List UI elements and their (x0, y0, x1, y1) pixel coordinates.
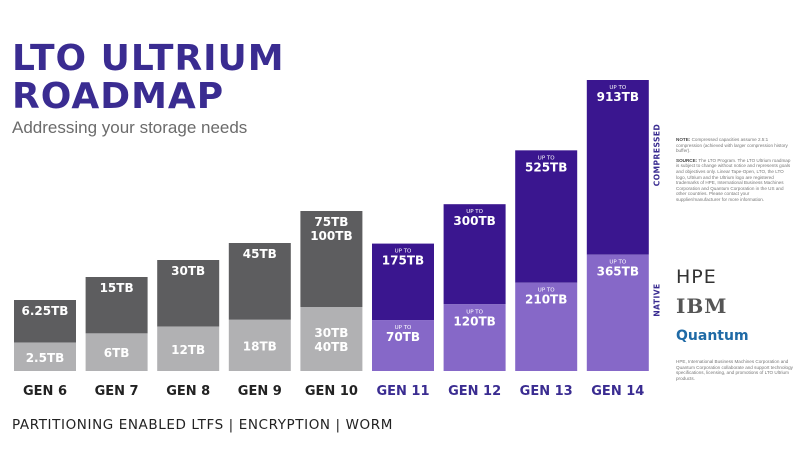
native-prefix-label: UP TO (609, 260, 626, 266)
features-footer: PARTITIONING ENABLED LTFS | ENCRYPTION |… (12, 417, 393, 433)
notes-panel: NOTE: Compressed capacities assume 2.5:1… (676, 137, 794, 207)
compressed-value-label: 100TB (310, 229, 352, 243)
generation-label: GEN 9 (238, 384, 282, 399)
generation-label: GEN 11 (376, 384, 429, 399)
title-line-2: ROADMAP (12, 76, 225, 117)
compressed-value-label: 175TB (382, 254, 424, 268)
native-value-label: 40TB (314, 340, 348, 354)
bar-compressed-7 (443, 204, 506, 305)
bar-native-6 (372, 320, 434, 371)
generation-label: GEN 7 (95, 384, 139, 399)
native-value-label: 120TB (453, 314, 495, 328)
generation-label: GEN 10 (305, 384, 358, 399)
compressed-value-label: 15TB (100, 281, 134, 295)
bar-native-2 (85, 333, 148, 371)
bar-native-4 (228, 319, 291, 371)
compressed-value-label: 300TB (453, 214, 495, 228)
source-text: The LTO Program. The LTO Ultrium roadmap… (676, 157, 791, 202)
bar-native-7 (443, 304, 506, 371)
bar-compressed-8 (515, 150, 578, 283)
native-value-label: 2.5TB (26, 351, 65, 365)
native-value-label: 6TB (104, 346, 130, 360)
axis-label-compressed: COMPRESSED (652, 123, 662, 187)
bar-compressed-3 (157, 260, 220, 327)
native-prefix-label: UP TO (395, 325, 412, 331)
generation-label: GEN 8 (166, 384, 210, 399)
generation-label: GEN 6 (23, 384, 67, 399)
bar-compressed-6 (372, 243, 434, 321)
compressed-prefix-label: UP TO (395, 249, 412, 255)
generation-label: GEN 12 (448, 384, 501, 399)
title-line-1: LTO ULTRIUM (12, 38, 285, 79)
native-prefix-label: UP TO (538, 288, 555, 294)
subtitle: Addressing your storage needs (12, 118, 248, 137)
native-value-label: 18TB (243, 339, 277, 353)
compressed-prefix-label: UP TO (538, 155, 555, 161)
bar-native-8 (515, 282, 578, 371)
compressed-value-label: 30TB (171, 264, 205, 278)
native-value-label: 70TB (386, 330, 420, 344)
generation-label: GEN 14 (591, 384, 644, 399)
bar-compressed-4 (228, 243, 291, 320)
bar-compressed-5 (300, 211, 363, 307)
hpe-logo: HPE (676, 266, 717, 288)
native-value-label: 12TB (171, 343, 205, 357)
compressed-prefix-label: UP TO (609, 85, 626, 91)
note-paragraph: NOTE: Compressed capacities assume 2.5:1… (676, 137, 794, 154)
native-value-label: 365TB (597, 265, 639, 279)
generation-label: GEN 13 (520, 384, 573, 399)
bar-compressed-1 (14, 300, 76, 343)
source-label: SOURCE: (676, 157, 698, 163)
compressed-value-label: 6.25TB (22, 304, 69, 318)
quantum-logo: Quantum (676, 328, 749, 344)
axis-label-native: NATIVE (652, 283, 662, 317)
compressed-value-label: 75TB (314, 215, 348, 229)
bar-native-1 (14, 342, 76, 371)
compressed-value-label: 525TB (525, 160, 567, 174)
bar-native-5 (300, 307, 363, 371)
compressed-prefix-label: UP TO (466, 209, 483, 215)
note-text: Compressed capacities assume 2.5:1 compr… (676, 137, 788, 154)
native-value-label: 210TB (525, 293, 567, 307)
source-paragraph: SOURCE: The LTO Program. The LTO Ultrium… (676, 158, 794, 203)
bar-compressed-9 (586, 80, 649, 255)
note-label: NOTE: (676, 137, 691, 142)
compressed-value-label: 913TB (597, 90, 639, 104)
bar-compressed-2 (85, 277, 148, 334)
page-title: LTO ULTRIUM ROADMAP (12, 40, 285, 116)
bar-native-9 (586, 254, 649, 371)
native-prefix-label: UP TO (466, 309, 483, 315)
compressed-value-label: 45TB (243, 247, 277, 261)
ibm-logo: IBM (676, 294, 728, 318)
native-value-label: 30TB (314, 326, 348, 340)
consortium-note: HPE, International Business Machines Cor… (676, 359, 793, 381)
bar-native-3 (157, 326, 220, 371)
